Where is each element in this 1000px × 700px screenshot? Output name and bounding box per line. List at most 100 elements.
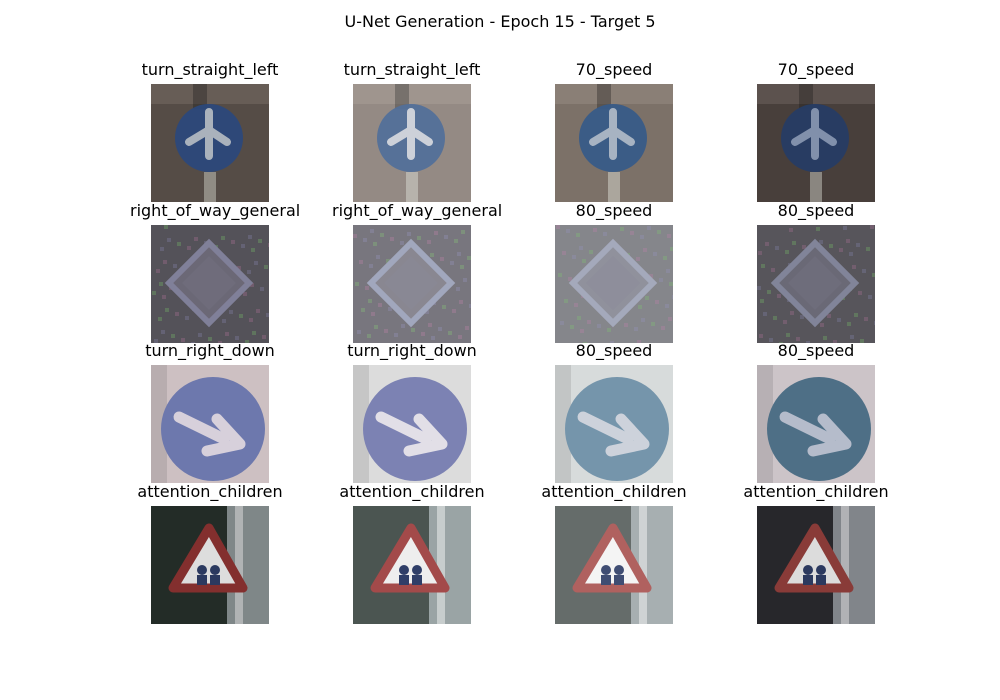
noise-pixel bbox=[854, 313, 858, 317]
pole-top bbox=[193, 84, 207, 109]
noise-pixel bbox=[666, 269, 670, 273]
image-label: attention_children bbox=[339, 482, 485, 501]
noise-pixel bbox=[454, 239, 458, 243]
noise-pixel bbox=[400, 241, 404, 245]
image-label: 80_speed bbox=[777, 341, 855, 360]
noise-pixel bbox=[421, 332, 425, 336]
noise-pixel bbox=[235, 336, 239, 340]
child-icon-1 bbox=[399, 565, 409, 575]
sky-band bbox=[757, 84, 875, 104]
noise-pixel bbox=[164, 225, 168, 229]
arrow-shaft bbox=[375, 411, 432, 445]
tone-overlay bbox=[757, 225, 875, 343]
thumbnail-svg bbox=[151, 225, 269, 343]
left-shadow bbox=[151, 365, 167, 483]
image-label: 80_speed bbox=[777, 201, 855, 220]
child-icon-2 bbox=[412, 565, 422, 575]
generated-image bbox=[353, 365, 471, 483]
noise-pixel bbox=[833, 340, 837, 343]
noise-pixel bbox=[577, 316, 581, 320]
tone-overlay bbox=[555, 506, 673, 624]
tone-overlay bbox=[151, 84, 269, 202]
noise-pixel bbox=[637, 340, 641, 343]
image-label: 70_speed bbox=[777, 60, 855, 79]
image-label: 80_speed bbox=[575, 341, 653, 360]
noise-pixel bbox=[248, 235, 252, 239]
noise-pixel bbox=[786, 333, 790, 337]
generated-image bbox=[353, 84, 471, 202]
noise-pixel bbox=[368, 299, 372, 303]
noise-pixel bbox=[208, 337, 212, 341]
pole-bottom bbox=[608, 172, 620, 202]
noise-pixel bbox=[823, 336, 827, 340]
noise-pixel bbox=[258, 239, 262, 243]
noise-pixel bbox=[667, 234, 671, 238]
tone-overlay bbox=[353, 84, 471, 202]
noise-pixel bbox=[837, 318, 841, 322]
generated-image bbox=[555, 84, 673, 202]
diamond-center bbox=[788, 256, 842, 310]
noise-pixel bbox=[641, 318, 645, 322]
noise-pixel bbox=[643, 248, 647, 252]
noise-pixel bbox=[647, 226, 651, 230]
noise-pixel bbox=[456, 287, 460, 291]
child-icon-2 bbox=[816, 565, 826, 575]
noise-pixel bbox=[262, 335, 266, 339]
noise-pixel bbox=[162, 295, 166, 299]
noise-pixel bbox=[167, 238, 171, 242]
noise-pixel bbox=[431, 336, 435, 340]
noise-pixel bbox=[384, 329, 388, 333]
figure-title: U-Net Generation - Epoch 15 - Target 5 bbox=[344, 12, 656, 31]
noise-pixel bbox=[640, 235, 644, 239]
child-body-2 bbox=[816, 575, 826, 585]
noise-pixel bbox=[659, 278, 663, 282]
noise-pixel bbox=[407, 232, 411, 236]
noise-pixel bbox=[417, 236, 421, 240]
noise-pixel bbox=[264, 265, 268, 269]
image-label: attention_children bbox=[541, 482, 687, 501]
noise-pixel bbox=[152, 291, 156, 295]
tone-overlay bbox=[757, 84, 875, 202]
noise-pixel bbox=[779, 342, 783, 343]
noise-pixel bbox=[655, 300, 659, 304]
noise-pixel bbox=[802, 245, 806, 249]
noise-pixel bbox=[185, 316, 189, 320]
noise-pixel bbox=[430, 253, 434, 257]
noise-pixel bbox=[369, 264, 373, 268]
generated-image bbox=[151, 365, 269, 483]
diamond-sign bbox=[770, 238, 860, 328]
noise-pixel bbox=[218, 341, 222, 343]
image-label: attention_children bbox=[137, 482, 283, 501]
noise-pixel bbox=[251, 248, 255, 252]
sky-band bbox=[353, 84, 471, 104]
noise-pixel bbox=[579, 246, 583, 250]
noise-pixel bbox=[866, 247, 870, 251]
noise-pixel bbox=[425, 310, 429, 314]
noise-pixel bbox=[467, 256, 471, 260]
image-label: attention_children bbox=[743, 482, 889, 501]
noise-pixel bbox=[860, 339, 864, 343]
noise-pixel bbox=[390, 237, 394, 241]
tone-overlay bbox=[555, 365, 673, 483]
noise-pixel bbox=[268, 243, 269, 247]
noise-pixel bbox=[181, 338, 185, 342]
noise-pixel bbox=[767, 290, 771, 294]
thumbnail-svg bbox=[555, 506, 673, 624]
noise-pixel bbox=[819, 240, 823, 244]
thumbnail-svg bbox=[353, 506, 471, 624]
left-shadow bbox=[757, 365, 773, 483]
noise-pixel bbox=[769, 338, 773, 342]
tone-overlay bbox=[555, 225, 673, 343]
child-icon-1 bbox=[601, 565, 611, 575]
diamond-sign bbox=[568, 238, 658, 328]
noise-pixel bbox=[374, 325, 378, 329]
noise-pixel bbox=[785, 250, 789, 254]
left-shadow bbox=[555, 365, 571, 483]
child-body-1 bbox=[197, 575, 207, 585]
pole-bottom bbox=[204, 172, 216, 202]
left-shadow bbox=[353, 365, 369, 483]
thumbnail-svg bbox=[555, 225, 673, 343]
noise-pixel bbox=[663, 256, 667, 260]
noise-pixel bbox=[638, 305, 642, 309]
noise-pixel bbox=[444, 235, 448, 239]
